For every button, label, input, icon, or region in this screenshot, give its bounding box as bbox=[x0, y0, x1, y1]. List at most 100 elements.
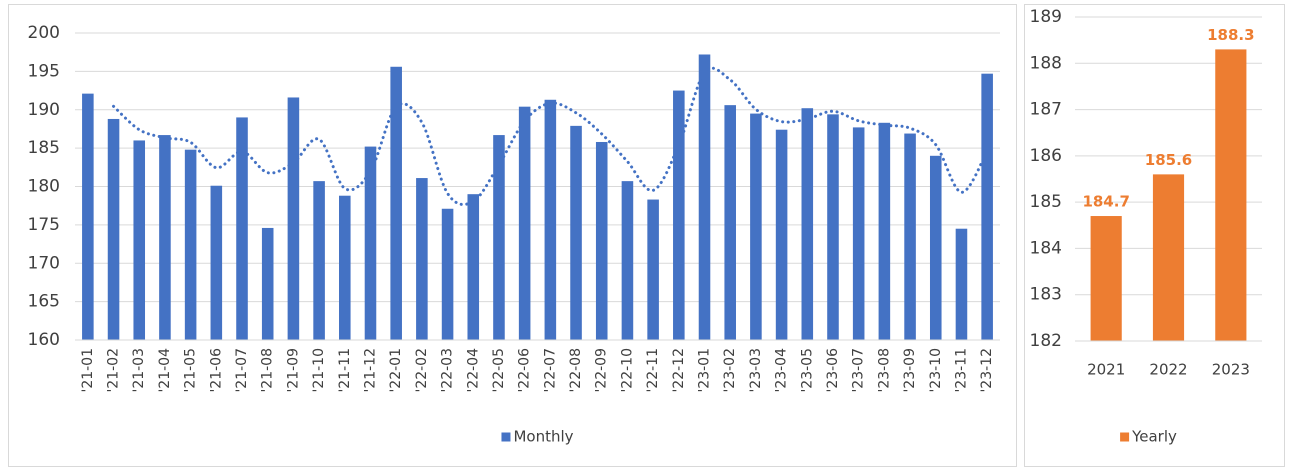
bar bbox=[852, 127, 865, 340]
x-tick-label: '22-04 bbox=[465, 348, 481, 393]
bar bbox=[364, 146, 377, 340]
y-tick-label: 188 bbox=[1030, 53, 1062, 73]
x-tick-label: '23-09 bbox=[902, 348, 918, 393]
bar bbox=[621, 181, 634, 340]
bar bbox=[467, 194, 480, 340]
bar bbox=[339, 195, 351, 340]
x-tick-label: '21-12 bbox=[362, 348, 378, 393]
x-tick-label: '21-04 bbox=[157, 348, 173, 393]
x-tick-label: '23-05 bbox=[799, 348, 815, 393]
x-tick-label: '22-06 bbox=[517, 348, 533, 393]
bar bbox=[1215, 49, 1247, 342]
bar bbox=[107, 118, 120, 341]
x-tick-label: '22-05 bbox=[491, 348, 507, 393]
bar bbox=[133, 140, 146, 340]
x-tick-label: '22-03 bbox=[440, 348, 456, 393]
x-tick-label: '23-01 bbox=[697, 348, 713, 393]
x-tick-label: '23-04 bbox=[774, 348, 790, 393]
y-tick-label: 185 bbox=[28, 138, 60, 158]
y-tick-label: 190 bbox=[28, 100, 60, 120]
x-tick-label: '22-02 bbox=[414, 348, 430, 393]
bar bbox=[159, 135, 171, 340]
trendline bbox=[112, 66, 989, 206]
x-tick-label: '22-10 bbox=[619, 348, 635, 393]
x-tick-label: '21-08 bbox=[260, 348, 276, 393]
bar bbox=[493, 135, 505, 340]
data-label: 188.3 bbox=[1207, 26, 1254, 44]
y-tick-label: 185 bbox=[1030, 192, 1062, 212]
x-tick-label: '21-11 bbox=[337, 348, 353, 393]
x-tick-label: '23-08 bbox=[876, 348, 892, 393]
y-tick-label: 187 bbox=[1030, 100, 1062, 120]
legend-label: Yearly bbox=[1131, 428, 1177, 446]
y-tick-label: 195 bbox=[28, 61, 60, 81]
x-tick-label: '21-07 bbox=[234, 348, 250, 393]
x-tick-label: 2021 bbox=[1087, 361, 1125, 379]
x-tick-label: '22-12 bbox=[671, 348, 687, 393]
x-tick-label: '22-11 bbox=[645, 348, 661, 393]
y-tick-label: 189 bbox=[1030, 7, 1062, 27]
legend-swatch bbox=[1120, 432, 1130, 442]
y-tick-label: 183 bbox=[1030, 285, 1062, 305]
legend-label: Monthly bbox=[513, 428, 573, 446]
bar bbox=[1152, 174, 1185, 341]
panel bbox=[8, 4, 1017, 467]
x-tick-label: '21-09 bbox=[285, 348, 301, 393]
bar bbox=[287, 97, 300, 340]
y-tick-label: 170 bbox=[28, 253, 60, 273]
y-tick-label: 180 bbox=[28, 177, 60, 197]
bar bbox=[82, 93, 94, 340]
x-tick-label: '23-06 bbox=[825, 348, 841, 393]
legend-swatch bbox=[501, 432, 511, 442]
x-tick-label: '22-09 bbox=[594, 348, 610, 393]
x-tick-label: '22-07 bbox=[542, 348, 558, 393]
bar bbox=[261, 227, 274, 340]
x-tick-label: 2023 bbox=[1212, 361, 1250, 379]
x-tick-label: '22-08 bbox=[568, 348, 584, 393]
x-tick-label: '23-11 bbox=[953, 348, 969, 393]
bar bbox=[1090, 216, 1122, 341]
bar bbox=[313, 181, 325, 340]
bar bbox=[184, 149, 197, 340]
x-tick-label: '23-02 bbox=[722, 348, 738, 393]
x-tick-label: '21-02 bbox=[106, 348, 122, 393]
x-tick-label: '23-10 bbox=[928, 348, 944, 393]
x-tick-label: '21-03 bbox=[131, 348, 147, 393]
x-tick-label: 2022 bbox=[1149, 361, 1187, 379]
bar bbox=[595, 141, 608, 340]
bar bbox=[750, 113, 762, 341]
bar bbox=[416, 178, 428, 340]
y-tick-label: 186 bbox=[1030, 146, 1062, 166]
data-label: 184.7 bbox=[1082, 193, 1129, 211]
bar bbox=[570, 125, 582, 341]
bar bbox=[518, 106, 531, 341]
bar bbox=[441, 208, 454, 340]
bar bbox=[544, 99, 557, 341]
bar bbox=[390, 66, 402, 341]
bar bbox=[236, 117, 248, 340]
bar bbox=[647, 199, 659, 340]
x-tick-label: '23-12 bbox=[979, 348, 995, 393]
y-tick-label: 200 bbox=[28, 23, 60, 43]
x-tick-label: '21-05 bbox=[183, 348, 199, 393]
x-tick-label: '22-01 bbox=[388, 348, 404, 393]
x-tick-label: '21-01 bbox=[80, 348, 96, 393]
bar bbox=[775, 129, 788, 340]
bar bbox=[673, 90, 685, 340]
y-tick-label: 182 bbox=[1030, 331, 1062, 351]
bar bbox=[210, 185, 223, 340]
bar bbox=[827, 114, 839, 340]
y-tick-label: 165 bbox=[28, 292, 60, 312]
bar bbox=[904, 133, 916, 340]
bar bbox=[878, 122, 891, 340]
x-tick-label: '23-03 bbox=[748, 348, 764, 393]
bar bbox=[724, 105, 736, 341]
bar bbox=[698, 54, 711, 341]
x-tick-label: '21-06 bbox=[208, 348, 224, 393]
bar bbox=[801, 108, 814, 340]
x-tick-label: '21-10 bbox=[311, 348, 327, 393]
y-tick-label: 160 bbox=[28, 330, 60, 350]
y-tick-label: 184 bbox=[1030, 238, 1062, 258]
x-tick-label: '23-07 bbox=[851, 348, 867, 393]
